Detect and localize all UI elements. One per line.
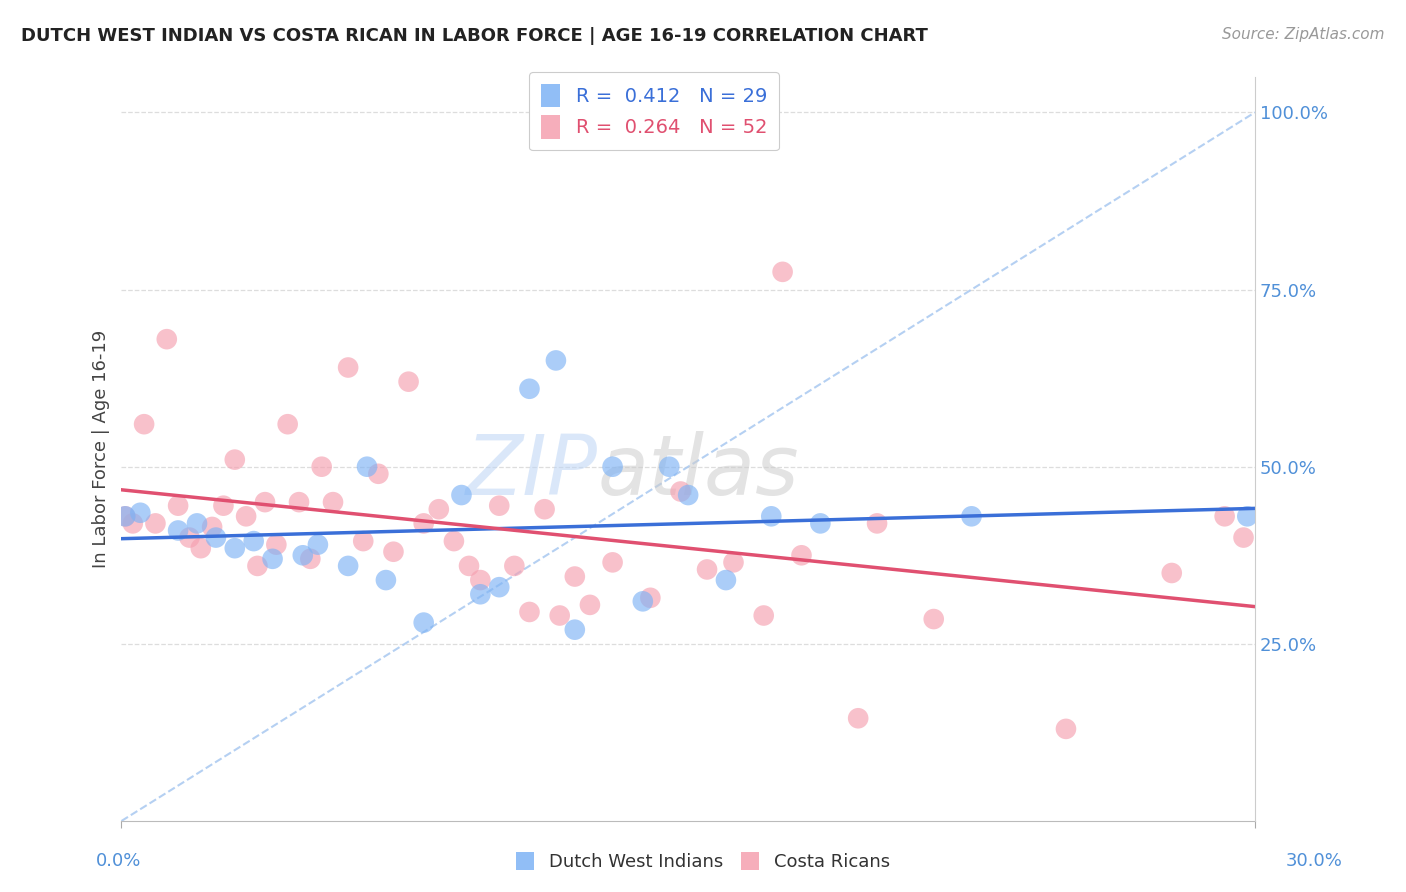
- Point: [548, 608, 571, 623]
- Point: [262, 551, 284, 566]
- Point: [253, 495, 276, 509]
- Point: [503, 558, 526, 573]
- Point: [752, 608, 775, 623]
- Point: [1160, 566, 1182, 580]
- Text: 30.0%: 30.0%: [1286, 852, 1343, 870]
- Point: [156, 332, 179, 346]
- Point: [846, 711, 869, 725]
- Point: [602, 555, 624, 569]
- Point: [533, 502, 555, 516]
- Point: [129, 506, 152, 520]
- Point: [658, 459, 681, 474]
- Point: [458, 558, 481, 573]
- Point: [186, 516, 208, 531]
- Point: [960, 509, 983, 524]
- Point: [224, 541, 246, 556]
- Y-axis label: In Labor Force | Age 16-19: In Labor Force | Age 16-19: [93, 330, 110, 568]
- Point: [723, 555, 745, 569]
- Point: [299, 551, 322, 566]
- Point: [488, 499, 510, 513]
- Point: [190, 541, 212, 556]
- Point: [1054, 722, 1077, 736]
- Point: [412, 516, 434, 531]
- Text: ZIP: ZIP: [465, 431, 598, 512]
- Point: [205, 531, 228, 545]
- Point: [669, 484, 692, 499]
- Point: [307, 538, 329, 552]
- Point: [114, 509, 136, 524]
- Point: [676, 488, 699, 502]
- Point: [564, 569, 586, 583]
- Point: [352, 534, 374, 549]
- Point: [242, 534, 264, 549]
- Point: [288, 495, 311, 509]
- Point: [114, 509, 136, 524]
- Point: [564, 623, 586, 637]
- Point: [450, 488, 472, 502]
- Point: [470, 587, 492, 601]
- Point: [1213, 509, 1236, 524]
- Point: [866, 516, 889, 531]
- Point: [1236, 509, 1258, 524]
- Point: [427, 502, 450, 516]
- Point: [470, 573, 492, 587]
- Point: [631, 594, 654, 608]
- Point: [356, 459, 378, 474]
- Point: [277, 417, 299, 432]
- Point: [761, 509, 783, 524]
- Point: [443, 534, 465, 549]
- Point: [808, 516, 831, 531]
- Point: [772, 265, 794, 279]
- Point: [544, 353, 567, 368]
- Text: DUTCH WEST INDIAN VS COSTA RICAN IN LABOR FORCE | AGE 16-19 CORRELATION CHART: DUTCH WEST INDIAN VS COSTA RICAN IN LABO…: [21, 27, 928, 45]
- Point: [922, 612, 945, 626]
- Point: [1232, 531, 1254, 545]
- Point: [235, 509, 257, 524]
- Legend: Dutch West Indians, Costa Ricans: Dutch West Indians, Costa Ricans: [509, 845, 897, 879]
- Point: [311, 459, 333, 474]
- Point: [488, 580, 510, 594]
- Point: [179, 531, 201, 545]
- Point: [145, 516, 167, 531]
- Point: [640, 591, 662, 605]
- Point: [579, 598, 602, 612]
- Point: [382, 545, 405, 559]
- Point: [367, 467, 389, 481]
- Text: 0.0%: 0.0%: [96, 852, 141, 870]
- Point: [322, 495, 344, 509]
- Point: [519, 605, 541, 619]
- Point: [374, 573, 396, 587]
- Point: [398, 375, 420, 389]
- Point: [519, 382, 541, 396]
- Point: [201, 520, 224, 534]
- Point: [291, 549, 314, 563]
- Legend: R =  0.412   N = 29, R =  0.264   N = 52: R = 0.412 N = 29, R = 0.264 N = 52: [529, 72, 779, 151]
- Text: atlas: atlas: [598, 431, 799, 512]
- Point: [212, 499, 235, 513]
- Point: [266, 538, 288, 552]
- Point: [246, 558, 269, 573]
- Point: [790, 549, 813, 563]
- Point: [602, 459, 624, 474]
- Text: Source: ZipAtlas.com: Source: ZipAtlas.com: [1222, 27, 1385, 42]
- Point: [337, 360, 360, 375]
- Point: [337, 558, 360, 573]
- Point: [167, 499, 190, 513]
- Point: [412, 615, 434, 630]
- Point: [167, 524, 190, 538]
- Point: [714, 573, 737, 587]
- Point: [224, 452, 246, 467]
- Point: [696, 562, 718, 576]
- Point: [121, 516, 143, 531]
- Point: [132, 417, 155, 432]
